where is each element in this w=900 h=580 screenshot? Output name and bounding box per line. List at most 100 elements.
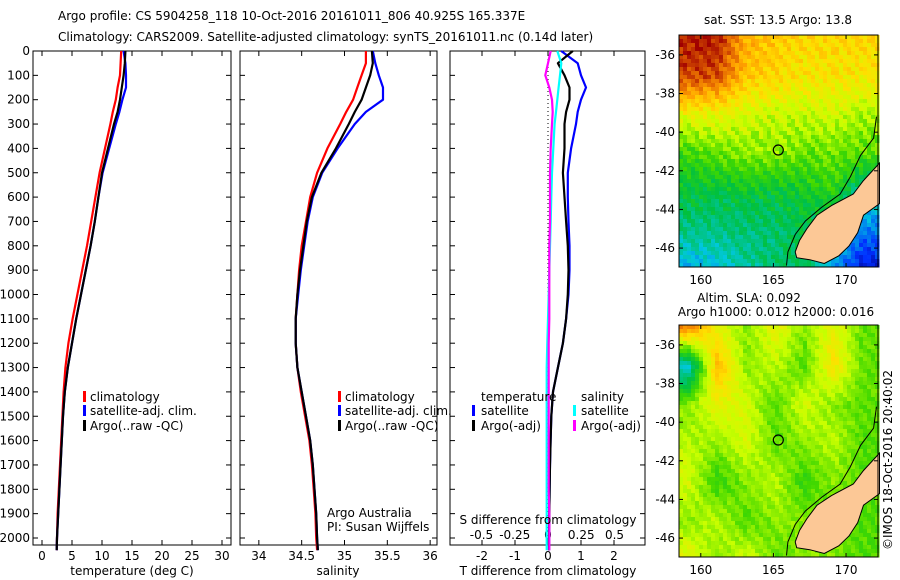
heatmap-cell [787,119,792,124]
heatmap-cell [735,211,740,216]
heatmap-cell [867,239,872,244]
heatmap-cell [839,441,844,446]
heatmap-cell [831,135,836,140]
heatmap-cell [791,139,796,144]
heatmap-cell [683,433,688,438]
heatmap-cell [751,71,756,76]
heatmap-cell [807,151,812,156]
heatmap-cell [719,35,724,40]
heatmap-cell [771,409,776,414]
heatmap-cell [875,51,880,56]
heatmap-cell [831,75,836,80]
heatmap-cell [839,465,844,470]
heatmap-cell [791,99,796,104]
heatmap-cell [727,397,732,402]
heatmap-cell [807,441,812,446]
heatmap-cell [711,195,716,200]
heatmap-cell [735,131,740,136]
heatmap-cell [875,361,880,366]
heatmap-cell [687,167,692,172]
heatmap-cell [875,333,880,338]
salinity-series-line [294,51,367,551]
heatmap-cell [831,333,836,338]
heatmap-cell [807,87,812,92]
heatmap-cell [723,187,728,192]
heatmap-cell [735,429,740,434]
heatmap-cell [767,357,772,362]
heatmap-cell [851,385,856,390]
heatmap-cell [747,251,752,256]
heatmap-cell [807,203,812,208]
heatmap-cell [823,361,828,366]
heatmap-cell [723,457,728,462]
heatmap-cell [735,449,740,454]
heatmap-cell [743,389,748,394]
heatmap-cell [703,131,708,136]
heatmap-cell [711,119,716,124]
s-diff-tick-label: 0.25 [568,528,595,542]
heatmap-cell [839,179,844,184]
heatmap-cell [719,409,724,414]
heatmap-cell [703,401,708,406]
heatmap-cell [811,465,816,470]
heatmap-cell [711,453,716,458]
heatmap-cell [727,35,732,40]
heatmap-cell [811,127,816,132]
heatmap-cell [799,163,804,168]
heatmap-cell [835,163,840,168]
heatmap-cell [735,469,740,474]
heatmap-cell [679,465,684,470]
heatmap-cell [763,469,768,474]
heatmap-cell [823,449,828,454]
heatmap-cell [747,131,752,136]
heatmap-cell [787,239,792,244]
heatmap-cell [875,397,880,402]
heatmap-cell [803,167,808,172]
heatmap-cell [707,103,712,108]
heatmap-cell [759,461,764,466]
heatmap-cell [775,341,780,346]
heatmap-cell [831,67,836,72]
heatmap-cell [743,251,748,256]
heatmap-cell [719,239,724,244]
heatmap-cell [831,461,836,466]
heatmap-cell [747,457,752,462]
heatmap-cell [831,139,836,144]
heatmap-cell [763,203,768,208]
heatmap-cell [823,437,828,442]
heatmap-cell [807,183,812,188]
heatmap-cell [715,389,720,394]
heatmap-cell [683,413,688,418]
heatmap-cell [855,417,860,422]
heatmap-cell [743,405,748,410]
heatmap-cell [731,417,736,422]
heatmap-cell [851,107,856,112]
heatmap-cell [851,357,856,362]
heatmap-cell [851,155,856,160]
heatmap-cell [691,329,696,334]
heatmap-cell [679,187,684,192]
heatmap-cell [803,91,808,96]
heatmap-cell [859,59,864,64]
heatmap-cell [867,259,872,264]
heatmap-cell [843,263,848,268]
heatmap-cell [747,135,752,140]
heatmap-cell [847,409,852,414]
heatmap-cell [763,99,768,104]
heatmap-cell [851,337,856,342]
heatmap-cell [751,345,756,350]
heatmap-cell [783,457,788,462]
heatmap-cell [743,433,748,438]
heatmap-cell [803,215,808,220]
heatmap-cell [863,341,868,346]
heatmap-cell [679,103,684,108]
heatmap-cell [751,171,756,176]
heatmap-cell [871,453,876,458]
heatmap-cell [735,251,740,256]
heatmap-cell [791,235,796,240]
heatmap-cell [699,159,704,164]
heatmap-cell [787,449,792,454]
heatmap-cell [759,55,764,60]
heatmap-cell [851,103,856,108]
heatmap-cell [747,155,752,160]
